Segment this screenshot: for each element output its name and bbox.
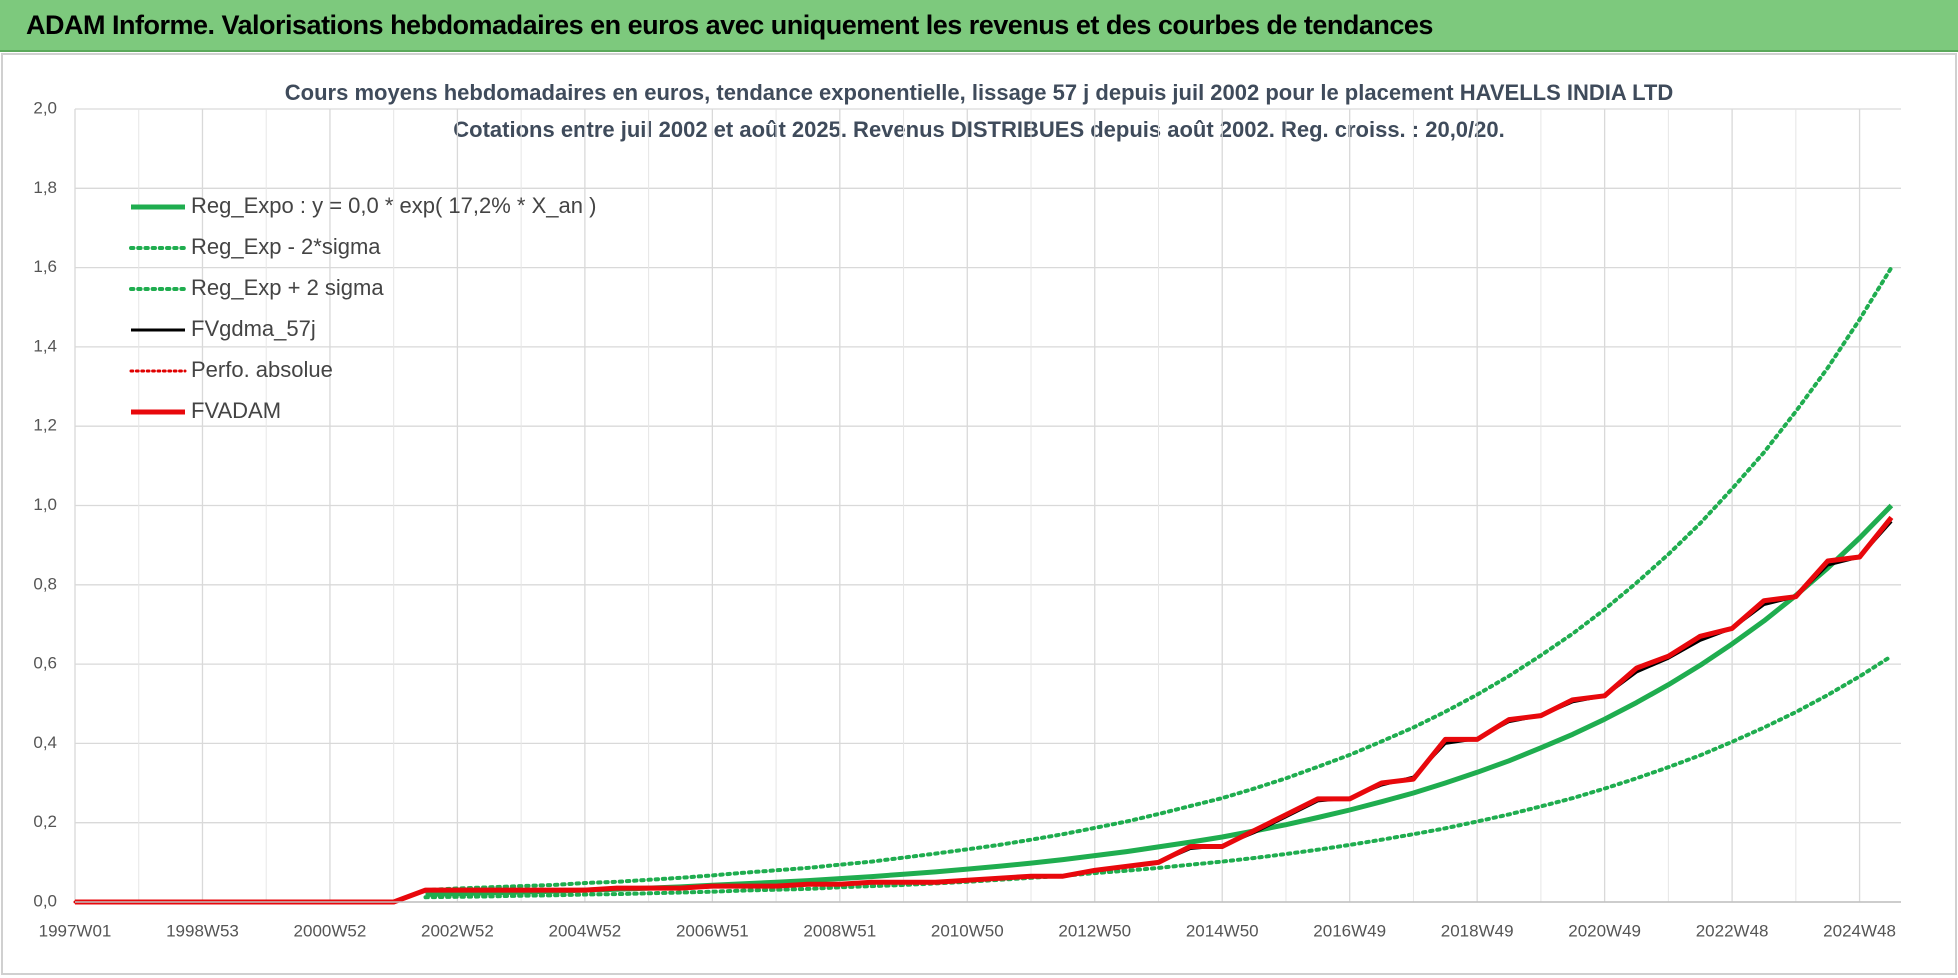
- x-tick-label: 2006W51: [676, 921, 749, 940]
- x-tick-label: 2008W51: [803, 921, 876, 940]
- y-tick-label: 0,4: [33, 733, 57, 752]
- x-tick-label: 1998W53: [166, 921, 239, 940]
- y-tick-label: 1,8: [33, 178, 57, 197]
- chart-frame: [1, 53, 1957, 975]
- x-tick-label: 1997W01: [39, 921, 112, 940]
- x-tick-label: 2014W50: [1186, 921, 1259, 940]
- x-tick-label: 2018W49: [1441, 921, 1514, 940]
- header-bar: ADAM Informe. Valorisations hebdomadaire…: [0, 0, 1958, 52]
- y-tick-label: 0,8: [33, 574, 57, 593]
- header-title: ADAM Informe. Valorisations hebdomadaire…: [26, 10, 1433, 40]
- x-tick-label: 2016W49: [1313, 921, 1386, 940]
- y-tick-label: 1,2: [33, 416, 57, 435]
- series-line: [423, 654, 1894, 900]
- legend-label: Perfo. absolue: [191, 357, 333, 382]
- x-tick-label: 2022W48: [1696, 921, 1769, 940]
- chart-title: Cours moyens hebdomadaires en euros, ten…: [285, 80, 1673, 105]
- x-tick-label: 2000W52: [294, 921, 367, 940]
- legend-label: Reg_Exp + 2 sigma: [191, 275, 384, 300]
- y-tick-label: 1,6: [33, 257, 57, 276]
- y-tick-label: 0,0: [33, 891, 57, 910]
- chart: Cours moyens hebdomadaires en euros, ten…: [1, 53, 1957, 975]
- x-tick-label: 2002W52: [421, 921, 494, 940]
- y-tick-label: 2,0: [33, 98, 57, 117]
- chart-subtitle: Cotations entre juil 2002 et août 2025. …: [453, 117, 1504, 142]
- series-line: [423, 265, 1894, 893]
- x-tick-label: 2010W50: [931, 921, 1004, 940]
- x-tick-label: 2012W50: [1058, 921, 1131, 940]
- y-tick-label: 1,4: [33, 336, 57, 355]
- x-tick-label: 2024W48: [1823, 921, 1896, 940]
- y-tick-label: 0,6: [33, 654, 57, 673]
- legend-label: FVADAM: [191, 398, 281, 423]
- y-tick-label: 0,2: [33, 812, 57, 831]
- legend-label: FVgdma_57j: [191, 316, 316, 341]
- legend-label: Reg_Expo : y = 0,0 * exp( 17,2% * X_an ): [191, 193, 596, 218]
- y-tick-label: 1,0: [33, 495, 57, 514]
- legend-label: Reg_Exp - 2*sigma: [191, 234, 381, 259]
- x-tick-label: 2004W52: [548, 921, 621, 940]
- x-tick-label: 2020W49: [1568, 921, 1641, 940]
